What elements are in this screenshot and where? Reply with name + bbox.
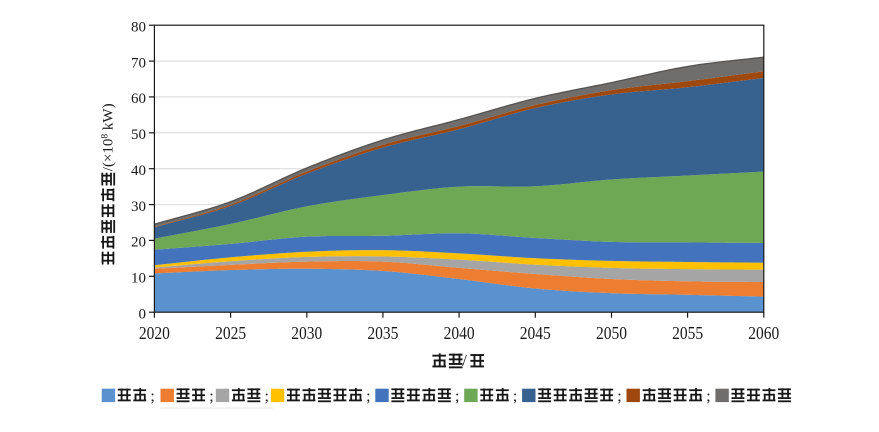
svg-text:;: ;	[513, 388, 517, 405]
svg-text:2055: 2055	[672, 323, 703, 343]
svg-text:2045: 2045	[520, 323, 551, 343]
svg-text:;: ;	[150, 388, 154, 405]
svg-text:/: /	[462, 351, 467, 370]
svg-text:70: 70	[131, 55, 146, 71]
svg-text:;: ;	[455, 388, 459, 405]
svg-text:30: 30	[131, 199, 146, 215]
svg-text:50: 50	[131, 127, 146, 143]
svg-text:;: ;	[706, 388, 710, 405]
svg-text:20: 20	[131, 235, 146, 251]
svg-text:0: 0	[139, 306, 147, 322]
svg-text:2040: 2040	[444, 323, 475, 343]
svg-text:;: ;	[617, 388, 621, 405]
svg-text:;: ;	[209, 388, 213, 405]
svg-text:;: ;	[265, 388, 269, 405]
svg-text:2060: 2060	[748, 323, 779, 343]
svg-text:/(×108 kW): /(×108 kW)	[101, 103, 117, 171]
svg-text:2035: 2035	[367, 323, 398, 343]
svg-text:2050: 2050	[596, 323, 627, 343]
svg-text:2030: 2030	[291, 323, 322, 343]
svg-text:60: 60	[131, 91, 146, 107]
svg-text:40: 40	[131, 163, 146, 179]
svg-text:2025: 2025	[215, 323, 246, 343]
svg-text:2020: 2020	[139, 323, 170, 343]
svg-text:80: 80	[131, 19, 146, 35]
svg-text:10: 10	[131, 271, 146, 287]
svg-text:;: ;	[366, 388, 370, 405]
